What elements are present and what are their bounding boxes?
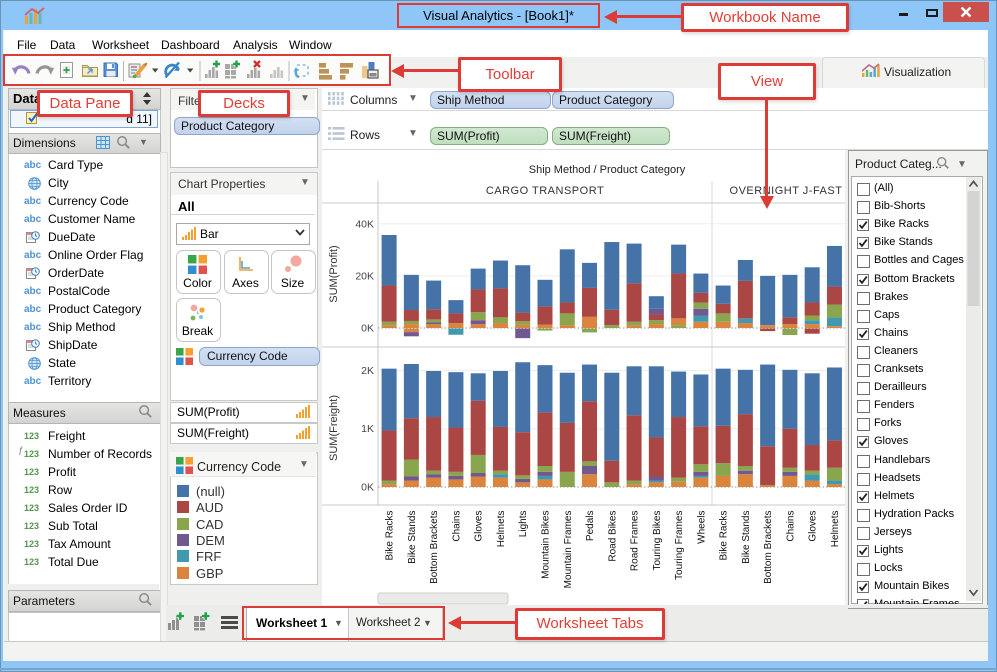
svg-text:Touring Frames: Touring Frames (674, 511, 685, 580)
svg-text:Chains: Chains (785, 511, 796, 542)
svg-text:SUM(Profit): SUM(Profit) (328, 245, 340, 302)
svg-text:Gloves: Gloves (808, 511, 819, 542)
svg-text:SUM(Freight): SUM(Freight) (328, 395, 340, 461)
svg-text:Bottom Brackets: Bottom Brackets (763, 511, 774, 584)
svg-text:Road Frames: Road Frames (630, 511, 641, 572)
svg-text:Ship Method / Product Category: Ship Method / Product Category (529, 164, 686, 176)
svg-text:Mountain Bikes: Mountain Bikes (540, 511, 551, 579)
svg-text:Mountain Frames: Mountain Frames (563, 511, 574, 589)
svg-text:Gloves: Gloves (474, 511, 485, 542)
svg-text:Helmets: Helmets (496, 511, 507, 548)
svg-text:Bike Racks: Bike Racks (385, 511, 396, 561)
svg-text:Bike Racks: Bike Racks (719, 511, 730, 561)
svg-text:Lights: Lights (518, 511, 529, 538)
svg-text:Helmets: Helmets (830, 511, 841, 548)
svg-text:Bike Stands: Bike Stands (741, 511, 752, 564)
svg-text:20K: 20K (355, 270, 374, 282)
svg-text:Wheels: Wheels (696, 511, 707, 544)
svg-text:Bottom Brackets: Bottom Brackets (429, 511, 440, 584)
svg-text:CARGO TRANSPORT: CARGO TRANSPORT (486, 185, 604, 197)
svg-text:2K: 2K (361, 365, 374, 377)
svg-text:Touring Bikes: Touring Bikes (652, 511, 663, 571)
svg-text:0K: 0K (361, 323, 374, 335)
svg-text:Pedals: Pedals (585, 511, 596, 542)
svg-text:40K: 40K (355, 218, 374, 230)
svg-text:Chains: Chains (451, 511, 462, 542)
svg-text:OVERNIGHT J-FAST: OVERNIGHT J-FAST (730, 185, 843, 197)
svg-text:Bike Stands: Bike Stands (407, 511, 418, 564)
svg-text:Road Bikes: Road Bikes (607, 511, 618, 562)
svg-text:0K: 0K (361, 482, 374, 494)
svg-text:1K: 1K (361, 423, 374, 435)
